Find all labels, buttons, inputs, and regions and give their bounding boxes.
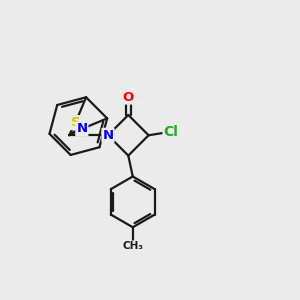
- Text: Cl: Cl: [164, 125, 178, 139]
- Text: N: N: [76, 122, 87, 135]
- Text: O: O: [123, 91, 134, 103]
- Text: CH₃: CH₃: [122, 242, 143, 251]
- Text: S: S: [71, 116, 80, 129]
- Text: N: N: [102, 129, 114, 142]
